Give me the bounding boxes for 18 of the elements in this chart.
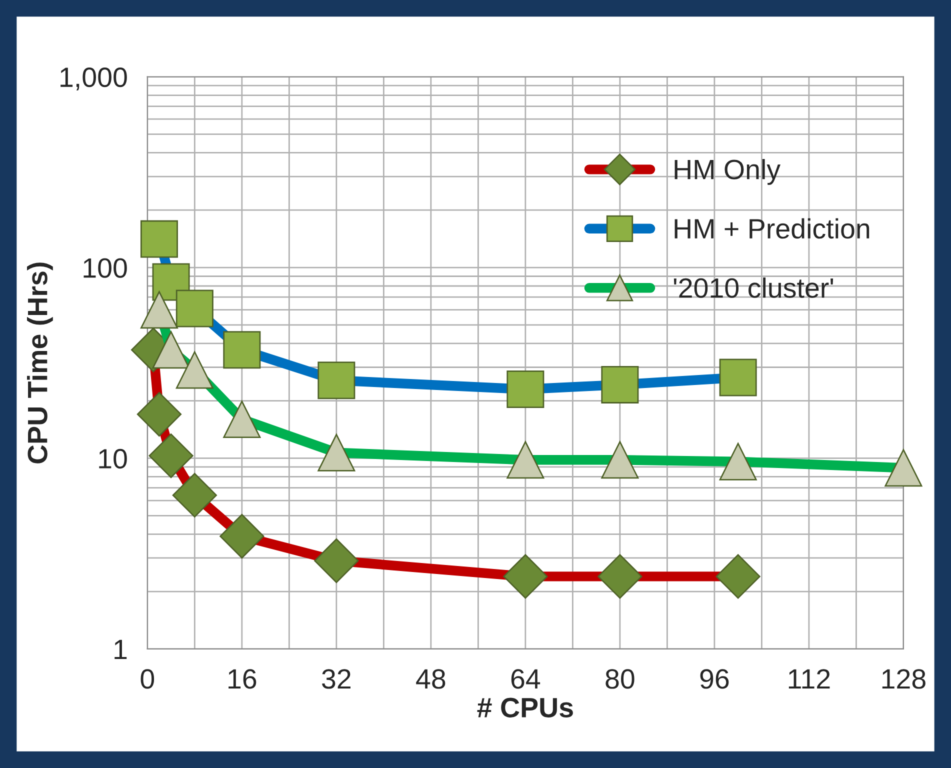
legend-label: HM Only: [674, 159, 780, 185]
x-tick-label: 112: [788, 669, 830, 689]
y-tick-label: 100: [84, 258, 127, 278]
x-tick-label: 64: [511, 669, 540, 689]
legend-label: '2010 cluster': [674, 277, 834, 298]
x-tick-label: 32: [322, 669, 350, 689]
y-tick-label: 10: [99, 448, 127, 469]
x-tick-label: 80: [606, 669, 634, 689]
x-tick-label: 0: [140, 669, 154, 689]
x-axis-title: # CPUs: [477, 698, 573, 718]
legend-label: HM + Prediction: [674, 218, 870, 239]
x-tick-label: 16: [228, 669, 256, 689]
y-tick-label: 1: [114, 640, 127, 660]
x-tick-label: 128: [882, 669, 926, 689]
x-tick-label: 96: [700, 669, 729, 689]
x-tick-label: 48: [416, 669, 446, 689]
y-axis-title: CPU Time (Hrs): [27, 262, 53, 464]
y-tick-label: 1,000: [60, 67, 127, 90]
